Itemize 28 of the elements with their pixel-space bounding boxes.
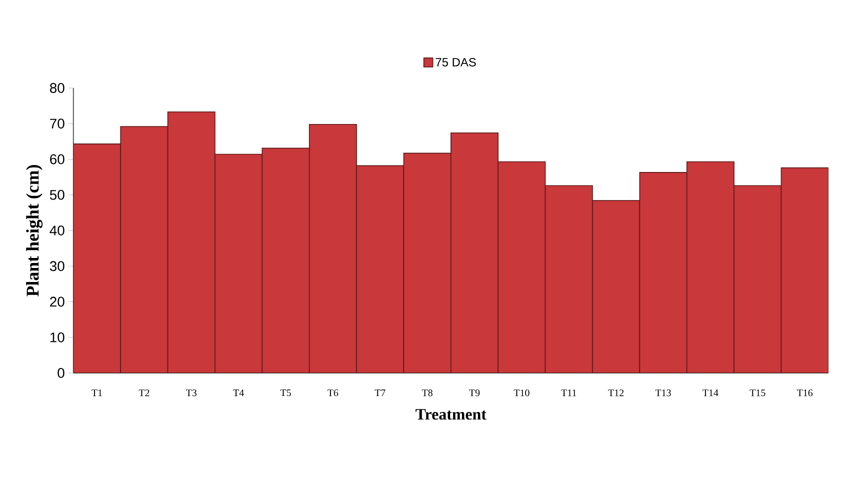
y-tick-label: 40 bbox=[50, 226, 64, 236]
x-tick-label: T8 bbox=[422, 390, 432, 396]
x-tick-label: T16 bbox=[796, 390, 813, 396]
x-tick-label: T4 bbox=[233, 390, 244, 396]
x-tick-label: T7 bbox=[374, 390, 386, 396]
y-tick-label: 70 bbox=[50, 118, 64, 129]
x-axis-title: Treatment bbox=[416, 409, 486, 420]
x-tick-label: T9 bbox=[469, 390, 480, 396]
legend-label: 75 DAS bbox=[436, 58, 476, 66]
x-tick-label: T13 bbox=[655, 390, 671, 396]
y-tick-label: 30 bbox=[50, 261, 64, 272]
x-tick-label: T12 bbox=[608, 390, 624, 396]
x-tick-label: T2 bbox=[138, 390, 150, 396]
x-tick-label: T5 bbox=[280, 390, 291, 396]
y-tick-label: 10 bbox=[50, 332, 64, 342]
y-tick-label: 60 bbox=[50, 154, 64, 164]
x-tick-label: T6 bbox=[328, 390, 338, 396]
x-tick-label: T10 bbox=[514, 390, 530, 396]
x-tick-label: T14 bbox=[702, 390, 718, 396]
y-tick-label: 20 bbox=[50, 296, 64, 307]
y-tick-label: 80 bbox=[50, 83, 64, 93]
x-tick-label: T1 bbox=[92, 390, 102, 396]
x-tick-label: T3 bbox=[186, 390, 197, 396]
x-tick-label: T11 bbox=[561, 390, 576, 396]
y-tick-label: 50 bbox=[50, 190, 64, 200]
x-tick-label: T15 bbox=[750, 390, 766, 396]
y-axis-title: Plant height (cm) bbox=[26, 165, 43, 296]
y-tick-label: 0 bbox=[58, 368, 64, 378]
